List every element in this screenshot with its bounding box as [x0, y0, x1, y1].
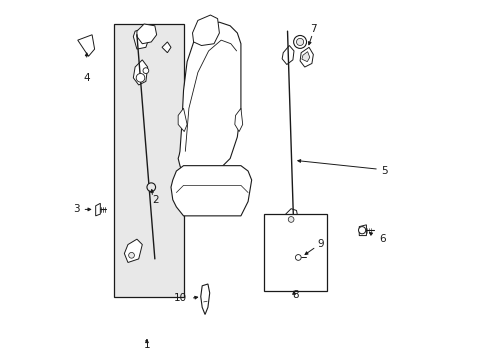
Text: 6: 6: [379, 234, 385, 244]
Circle shape: [136, 73, 144, 82]
Polygon shape: [265, 221, 292, 248]
Text: 10: 10: [174, 293, 187, 303]
Polygon shape: [201, 284, 209, 315]
Circle shape: [293, 36, 306, 48]
Text: 7: 7: [309, 24, 316, 35]
Polygon shape: [296, 253, 301, 262]
Polygon shape: [192, 15, 219, 45]
Polygon shape: [133, 28, 149, 49]
Circle shape: [147, 183, 155, 192]
Text: 2: 2: [152, 195, 159, 205]
Polygon shape: [300, 47, 313, 67]
Polygon shape: [178, 22, 241, 180]
Text: 9: 9: [317, 239, 323, 249]
Bar: [264, 214, 326, 291]
Bar: [113, 24, 183, 297]
Polygon shape: [271, 225, 289, 245]
Polygon shape: [137, 24, 156, 44]
Polygon shape: [301, 51, 309, 62]
Polygon shape: [359, 225, 366, 235]
Circle shape: [128, 252, 134, 258]
Text: 8: 8: [291, 290, 298, 300]
Circle shape: [295, 255, 301, 260]
Circle shape: [142, 68, 148, 73]
Polygon shape: [162, 42, 171, 53]
Circle shape: [296, 39, 303, 45]
Polygon shape: [178, 108, 187, 132]
Polygon shape: [282, 45, 293, 64]
Text: 3: 3: [73, 204, 80, 215]
Circle shape: [287, 217, 293, 222]
Text: 1: 1: [143, 340, 150, 350]
Polygon shape: [234, 108, 242, 132]
Polygon shape: [96, 203, 100, 216]
Polygon shape: [284, 209, 298, 228]
Text: 5: 5: [381, 166, 387, 176]
Polygon shape: [133, 60, 147, 85]
Polygon shape: [78, 35, 94, 56]
Text: 4: 4: [83, 73, 90, 83]
Polygon shape: [171, 166, 251, 216]
Polygon shape: [124, 239, 142, 262]
Circle shape: [358, 226, 365, 234]
